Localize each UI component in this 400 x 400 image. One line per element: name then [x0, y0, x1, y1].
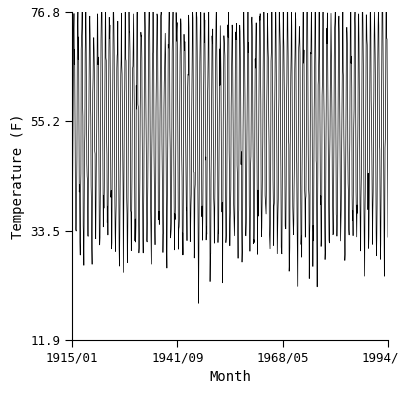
X-axis label: Month: Month: [209, 370, 251, 384]
Y-axis label: Temperature (F): Temperature (F): [11, 113, 25, 239]
